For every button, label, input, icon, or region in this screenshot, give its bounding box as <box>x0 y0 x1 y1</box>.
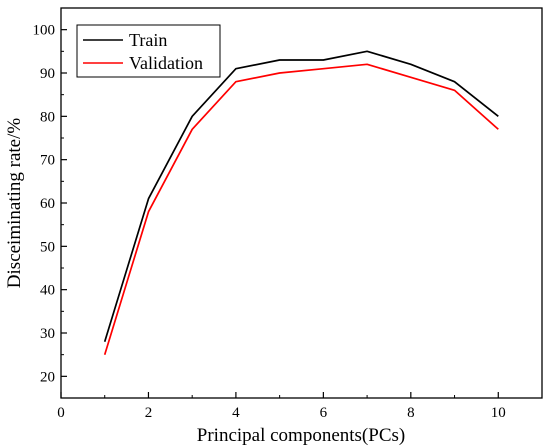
y-tick-label: 60 <box>40 196 55 212</box>
series-line-validation <box>103 63 499 355</box>
y-tick-label: 30 <box>40 326 55 342</box>
y-tick-label: 70 <box>40 153 55 169</box>
legend-box <box>76 24 221 78</box>
y-tick-label: 90 <box>40 66 55 82</box>
legend-label-validation: Validation <box>129 53 203 73</box>
x-tick-label: 0 <box>57 405 65 421</box>
x-tick-label: 2 <box>145 405 153 421</box>
legend-label-train: Train <box>129 30 167 50</box>
x-axis-title: Principal components(PCs) <box>197 425 405 446</box>
y-tick-label: 80 <box>40 109 55 125</box>
y-axis: 20 30 40 50 60 70 80 90 100 <box>33 7 67 385</box>
x-tick-label: 6 <box>320 405 328 421</box>
y-axis-title: Disceiminating rate/% <box>4 118 25 289</box>
y-tick-label: 100 <box>33 23 56 39</box>
x-tick-label: 8 <box>407 405 415 421</box>
y-tick-label: 40 <box>40 283 55 299</box>
legend: Train Validation <box>76 24 221 78</box>
x-tick-label: 10 <box>491 405 506 421</box>
series-layer <box>103 50 499 355</box>
y-tick-label: 50 <box>40 239 55 255</box>
y-tick-label: 20 <box>40 369 55 385</box>
x-axis: 0 2 4 6 8 10 <box>57 392 506 421</box>
x-tick-label: 4 <box>232 405 240 421</box>
series-line-train <box>103 50 499 342</box>
